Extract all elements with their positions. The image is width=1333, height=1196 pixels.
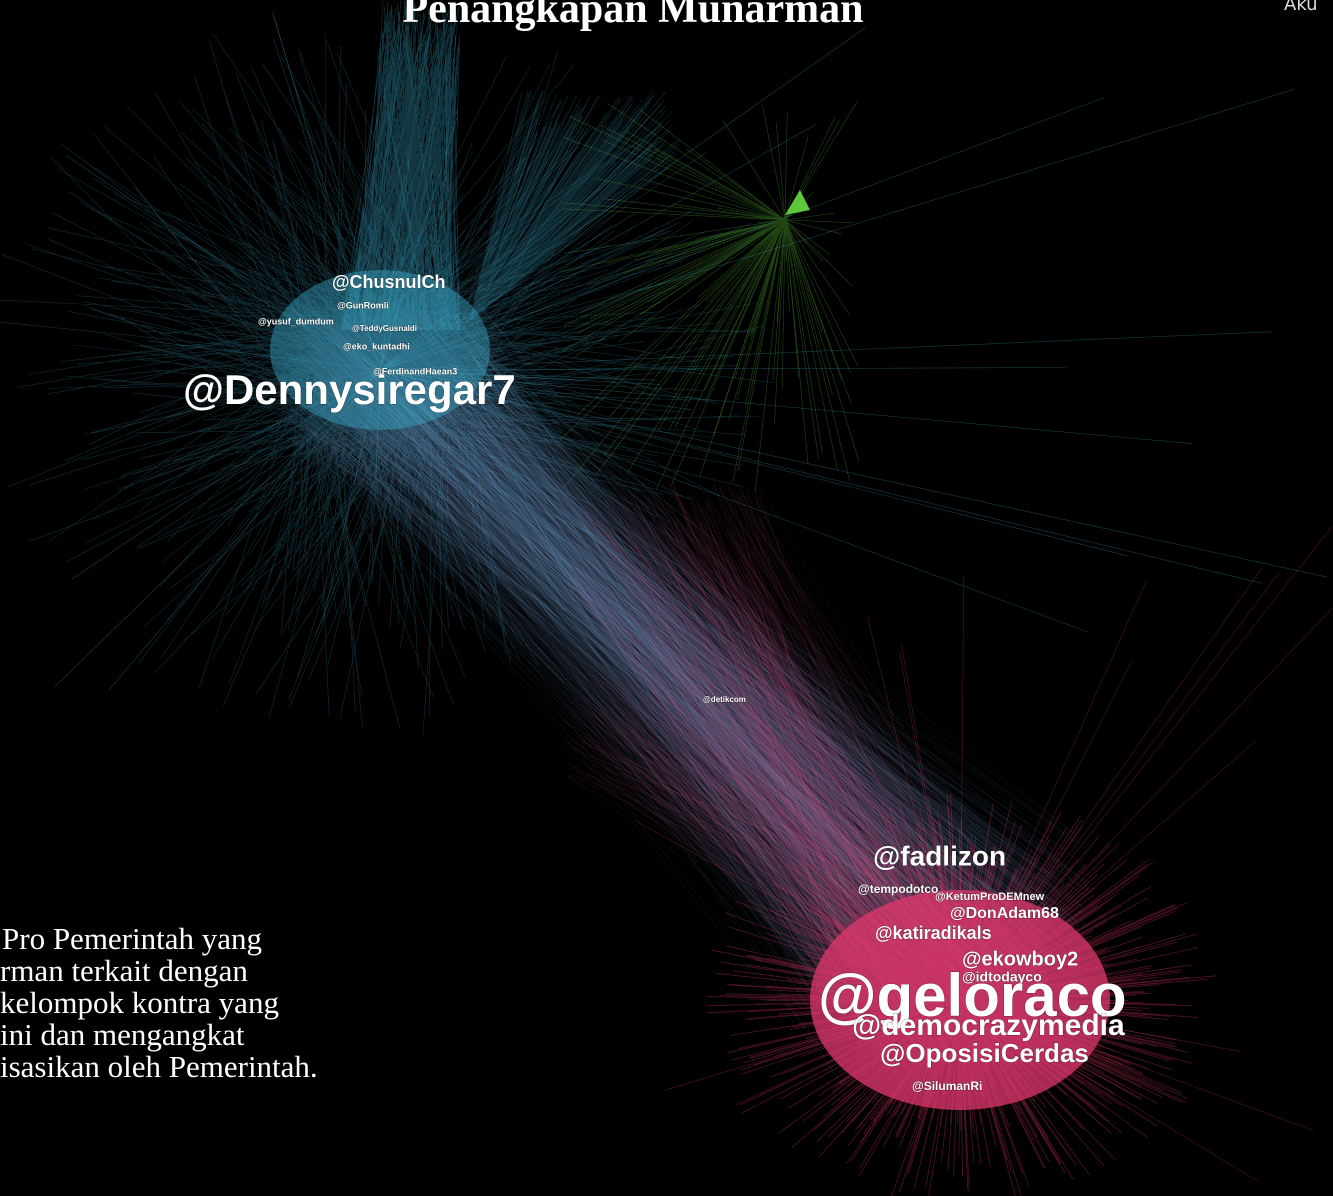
- node-label: @detikcom: [703, 695, 746, 704]
- node-label: @KetumProDEMnew: [935, 891, 1045, 903]
- node-label: @TeddyGusnaldi: [352, 324, 417, 333]
- title: Penangkapan Munarman: [403, 0, 864, 32]
- caption-line: isasikan oleh Pemerintah.: [0, 1049, 318, 1084]
- network-graph: @Dennysiregar7 @ChusnulCh @yusuf_dumdum@Gu…: [0, 0, 1333, 1196]
- caption-line: kelompok kontra yang: [0, 985, 279, 1020]
- node-label: @ChusnulCh: [332, 272, 446, 292]
- node-label: @DonAdam68: [950, 905, 1059, 922]
- node-label: @yusuf_dumdum: [258, 316, 334, 326]
- node-label: @GunRomli: [337, 300, 389, 310]
- caption-line: ini dan mengangkat: [0, 1017, 245, 1052]
- node-label: @eko_kuntadhi: [343, 341, 410, 351]
- corner-text: Aku: [1284, 0, 1318, 15]
- node-label: @tempodotco: [858, 882, 938, 896]
- caption-line: rman terkait dengan: [0, 953, 248, 988]
- node-label: @SilumanRi: [912, 1079, 982, 1093]
- node-label: @FerdinandHaean3: [373, 366, 457, 376]
- node-label: @OposisiCerdas: [880, 1038, 1089, 1068]
- caption-line: Pro Pemerintah yang: [2, 921, 262, 956]
- node-label: @katiradikals: [875, 923, 992, 943]
- node-label: @Dennysiregar7: [183, 366, 516, 413]
- node-label: @fadlizon: [873, 840, 1006, 871]
